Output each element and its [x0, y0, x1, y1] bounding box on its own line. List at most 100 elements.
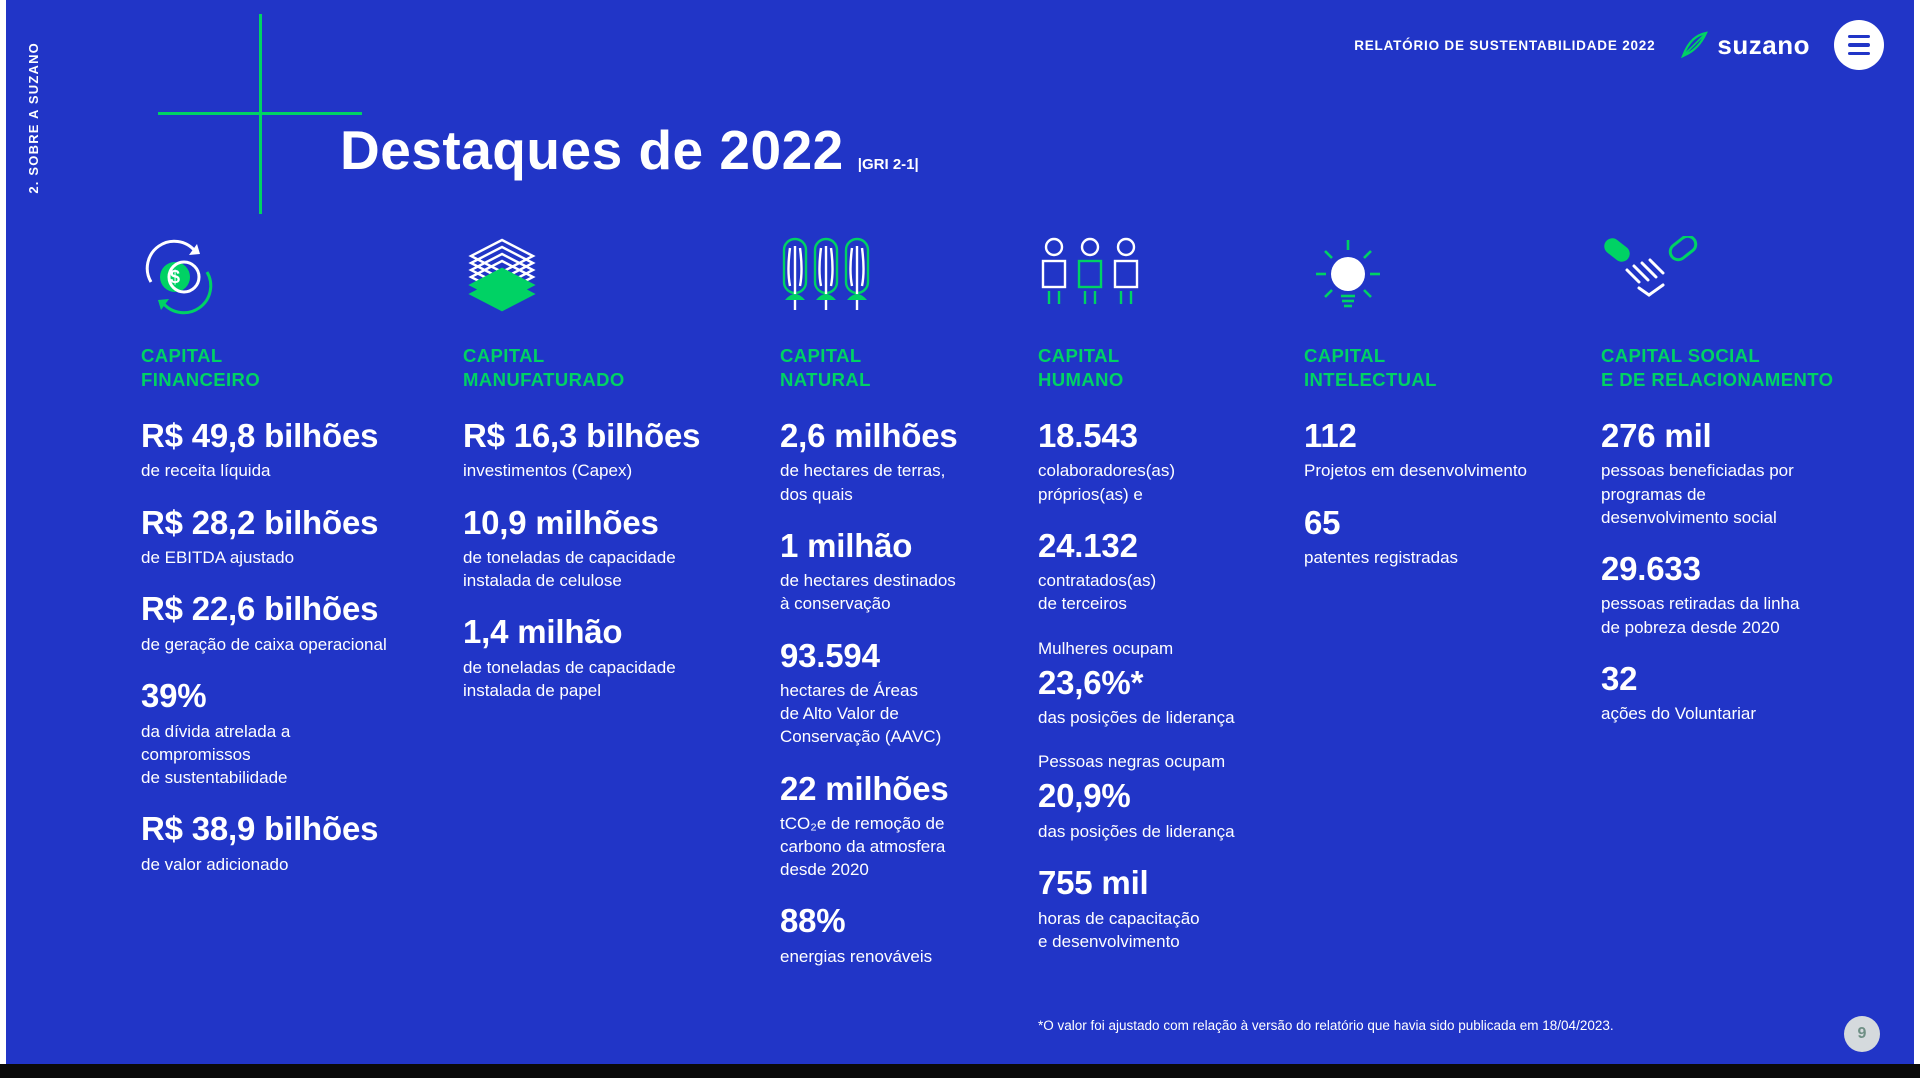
stat-item: 29.633 pessoas retiradas da linha de pob… [1601, 549, 1866, 639]
stat-item: 276 mil pessoas beneficiadas por program… [1601, 416, 1866, 529]
column-capital-intelectual: CAPITAL INTELECTUAL 112 Projetos em dese… [1304, 236, 1584, 592]
stat-desc: de EBITDA ajustado [141, 548, 295, 568]
stat-item: 18.543 colaboradores(as) próprios(as) e [1038, 418, 1283, 506]
stat-value: 755 mil [1038, 864, 1149, 902]
report-title: RELATÓRIO DE SUSTENTABILIDADE 2022 [1354, 37, 1656, 53]
stat-item: 1 milhão de hectares destinados à conser… [780, 526, 1015, 616]
stat-desc: Projetos em desenvolvimento [1304, 461, 1528, 481]
stat-item: 39% da dívida atrelada a compromissos de… [141, 677, 441, 789]
stat-desc: de toneladas de capacidade instalada de … [463, 658, 676, 701]
stat-item: 88% energias renováveis [780, 904, 1015, 968]
stat-desc: pessoas beneficiadas por programas de de… [1601, 461, 1794, 527]
stat-desc: ações do Voluntariar [1601, 704, 1756, 724]
capital-label: CAPITAL INTELECTUAL [1304, 345, 1437, 391]
column-capital-social: CAPITAL SOCIAL E DE RELACIONAMENTO 276 m… [1601, 236, 1866, 748]
stat-value: 93.594 [780, 636, 880, 674]
footnote: *O valor foi ajustado com relação à vers… [1038, 1018, 1614, 1033]
bottom-bar [0, 1064, 1920, 1078]
stat-desc: hectares de Áreas de Alto Valor de Conse… [780, 681, 942, 747]
people-icon [1038, 236, 1283, 344]
stat-value: 29.633 [1601, 549, 1701, 587]
stat-desc: de geração de caixa operacional [141, 634, 387, 654]
stat-value: 39% [141, 677, 207, 715]
stat-desc: patentes registradas [1304, 548, 1459, 568]
stat-desc: das posições de liderança [1038, 821, 1235, 841]
stat-desc: de toneladas de capacidade instalada de … [463, 548, 676, 591]
capital-label: CAPITAL FINANCEIRO [141, 345, 261, 391]
capital-label: CAPITAL MANUFATURADO [463, 345, 625, 391]
brand-wordmark: suzano [1717, 29, 1810, 60]
trees-icon [780, 236, 1015, 344]
column-capital-manufaturado: CAPITAL MANUFATURADO R$ 16,3 bilhões inv… [463, 236, 753, 725]
stat-desc: de valor adicionado [141, 854, 289, 874]
column-capital-humano: CAPITAL HUMANO 18.543 colaboradores(as) … [1038, 236, 1283, 976]
stat-desc: contratados(as) de terceiros [1038, 571, 1157, 614]
capital-label: CAPITAL SOCIAL E DE RELACIONAMENTO [1601, 345, 1834, 391]
stat-item: Pessoas negras ocupam 20,9% das posições… [1038, 752, 1283, 843]
stat-desc: pessoas retiradas da linha de pobreza de… [1601, 594, 1800, 637]
stat-value: 32 [1601, 659, 1638, 697]
stat-value: R$ 16,3 bilhões [463, 416, 701, 454]
stat-desc: investimentos (Capex) [463, 461, 633, 481]
stat-item: 24.132 contratados(as) de terceiros [1038, 526, 1283, 616]
stat-desc: de receita líquida [141, 461, 271, 481]
stat-value: 23,6%* [1038, 663, 1144, 701]
stat-item: 32 ações do Voluntariar [1601, 659, 1866, 726]
report-slide: 2. SOBRE A SUZANO RELATÓRIO DE SUSTENTAB… [6, 0, 1914, 1064]
stat-value: R$ 49,8 bilhões [141, 416, 379, 454]
stat-item: 112 Projetos em desenvolvimento [1304, 416, 1584, 483]
handshake-icon [1601, 236, 1866, 344]
page-number-badge: 9 [1844, 1016, 1880, 1052]
leaf-icon [1679, 30, 1709, 60]
stat-value: 1 milhão [780, 526, 913, 564]
stat-value: R$ 28,2 bilhões [141, 503, 379, 541]
money-cycle-icon: $ [141, 236, 441, 344]
stat-value: R$ 22,6 bilhões [141, 590, 379, 628]
stat-item: 2,6 milhões de hectares de terras, dos q… [780, 416, 1015, 506]
column-capital-financeiro: $ CAPITAL FINANCEIRO R$ 49,8 bilhões de … [141, 236, 441, 899]
section-label: 2. SOBRE A SUZANO [26, 42, 41, 194]
stat-item: 755 mil horas de capacitação e desenvolv… [1038, 864, 1283, 953]
stat-desc: colaboradores(as) próprios(as) e [1038, 461, 1176, 504]
stat-lead: Mulheres ocupam [1038, 638, 1174, 658]
stat-item: 93.594 hectares de Áreas de Alto Valor d… [780, 636, 1015, 749]
stat-lead: Pessoas negras ocupam [1038, 752, 1226, 772]
gri-tag: |GRI 2-1| [857, 156, 919, 173]
stat-value: 2,6 milhões [780, 416, 958, 454]
stat-item: R$ 49,8 bilhões de receita líquida [141, 416, 441, 483]
page-title: Destaques de 2022 [340, 119, 844, 181]
capital-label: CAPITAL NATURAL [780, 345, 871, 391]
stat-value: 65 [1304, 503, 1341, 541]
stat-value: 10,9 milhões [463, 503, 659, 541]
stat-value: 1,4 milhão [463, 613, 623, 651]
stat-item: 65 patentes registradas [1304, 503, 1584, 570]
stat-desc: energias renováveis [780, 947, 933, 967]
stat-desc: de hectares de terras, dos quais [780, 461, 946, 504]
stat-value: 22 milhões [780, 769, 949, 807]
lightbulb-icon [1304, 236, 1584, 344]
stat-value: 112 [1304, 416, 1357, 454]
title-block: Destaques de 2022 |GRI 2-1| [340, 118, 919, 182]
stat-value: 88% [780, 902, 846, 940]
paper-stack-icon [463, 236, 753, 344]
stat-desc: de hectares destinados à conservação [780, 571, 956, 614]
stat-value: R$ 38,9 bilhões [141, 810, 379, 848]
stat-item: 10,9 milhões de toneladas de capacidade … [463, 503, 753, 593]
stat-value: 24.132 [1038, 526, 1138, 564]
stat-item: Mulheres ocupam 23,6%* das posições de l… [1038, 639, 1283, 730]
header: RELATÓRIO DE SUSTENTABILIDADE 2022 suzan… [1354, 16, 1884, 74]
stat-item: R$ 22,6 bilhões de geração de caixa oper… [141, 592, 441, 656]
column-capital-natural: CAPITAL NATURAL 2,6 milhões de hectares … [780, 236, 1015, 991]
stat-item: 22 milhões tCO₂e de remoção de carbono d… [780, 769, 1015, 882]
stat-value: 276 mil [1601, 416, 1712, 454]
suzano-logo: suzano [1679, 30, 1810, 61]
hamburger-menu-button[interactable] [1834, 20, 1884, 70]
svg-text:$: $ [170, 267, 180, 287]
decorative-cross-horizontal [158, 112, 362, 115]
stat-desc: tCO₂e de remoção de carbono da atmosfera… [780, 814, 946, 880]
stat-item: R$ 16,3 bilhões investimentos (Capex) [463, 416, 753, 483]
capital-label: CAPITAL HUMANO [1038, 345, 1124, 391]
stat-desc: horas de capacitação e desenvolvimento [1038, 908, 1200, 951]
stat-item: R$ 28,2 bilhões de EBITDA ajustado [141, 503, 441, 570]
stat-value: 20,9% [1038, 777, 1131, 815]
